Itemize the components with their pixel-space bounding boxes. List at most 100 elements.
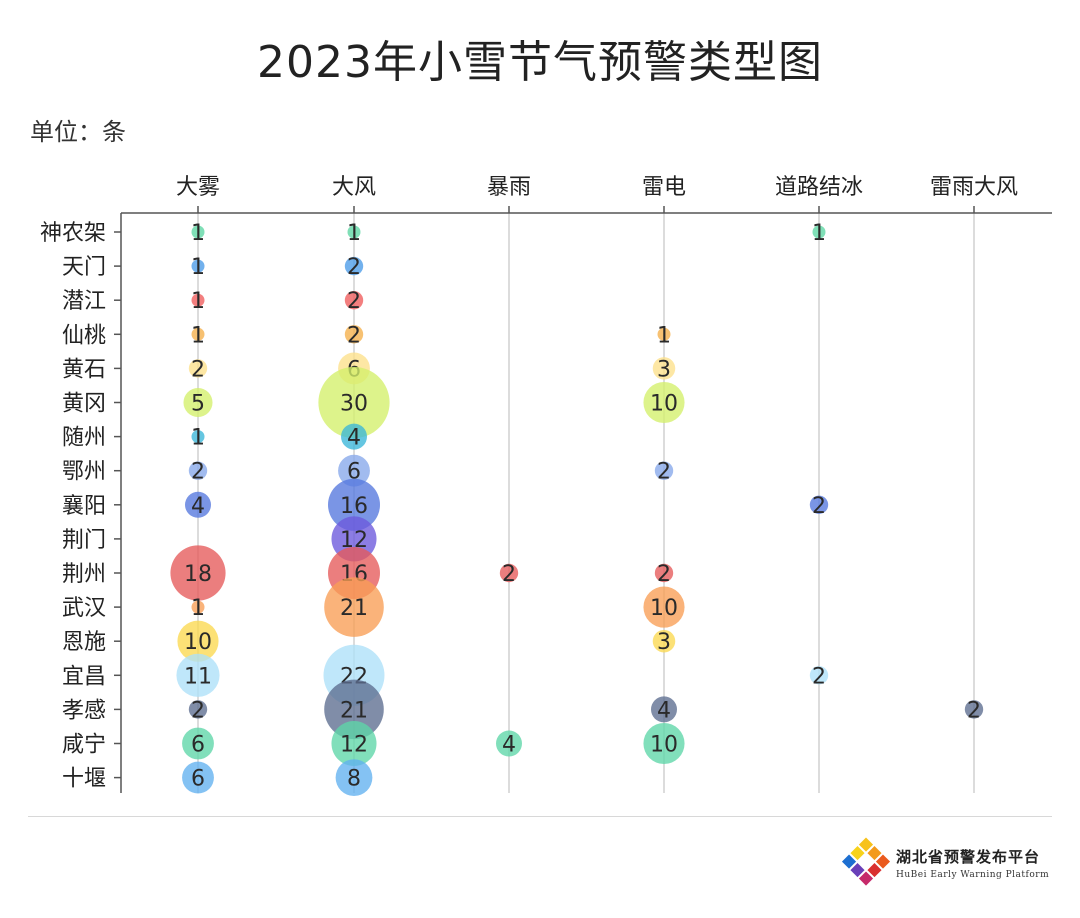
data-label: 3 xyxy=(657,630,671,655)
data-label: 2 xyxy=(191,460,205,485)
data-label: 5 xyxy=(191,392,205,417)
data-label: 1 xyxy=(191,323,205,348)
bubble xyxy=(341,423,367,450)
data-label: 30 xyxy=(340,392,368,417)
bubble xyxy=(652,357,676,380)
y-tick-label: 神农架 xyxy=(40,221,106,246)
brand-name-cn: 湖北省预警发布平台 xyxy=(896,848,1041,866)
data-label: 10 xyxy=(650,733,678,758)
data-label: 4 xyxy=(347,426,361,451)
bubble xyxy=(177,620,219,662)
data-label: 2 xyxy=(347,255,361,280)
data-label: 1 xyxy=(191,596,205,621)
data-label: 1 xyxy=(191,426,205,451)
bubble xyxy=(643,722,685,765)
bubble xyxy=(176,653,220,697)
bubble xyxy=(651,696,677,723)
bubble xyxy=(812,225,826,239)
bubble xyxy=(191,430,205,444)
bubble xyxy=(654,461,674,480)
data-label: 6 xyxy=(347,460,361,485)
footer-divider xyxy=(28,816,1052,817)
data-label: 2 xyxy=(812,664,826,689)
data-label: 6 xyxy=(191,767,205,792)
bubble xyxy=(338,454,370,487)
bubble xyxy=(182,761,214,794)
bubble xyxy=(496,730,522,757)
y-tick-label: 天门 xyxy=(62,255,106,280)
bubble xyxy=(182,727,214,760)
y-tick-label: 潜江 xyxy=(62,289,106,314)
bubble xyxy=(809,666,829,685)
brand-block: 湖北省预警发布平台 HuBei Early Warning Platform xyxy=(896,846,1049,880)
y-tick-label: 咸宁 xyxy=(62,733,106,758)
brand-name-en: HuBei Early Warning Platform xyxy=(896,870,1050,880)
x-tick-label: 大风 xyxy=(332,175,376,200)
y-tick-label: 黄石 xyxy=(62,357,106,382)
data-label: 2 xyxy=(812,494,826,519)
y-tick-label: 荆门 xyxy=(62,528,106,553)
y-tick-label: 孝感 xyxy=(62,698,106,723)
y-tick-label: 荆州 xyxy=(62,562,106,587)
bubble xyxy=(183,387,213,418)
data-label: 1 xyxy=(191,289,205,314)
y-tick-label: 鄂州 xyxy=(62,460,106,485)
bubble xyxy=(331,720,377,767)
y-tick-label: 十堰 xyxy=(62,767,106,792)
bubble xyxy=(188,461,208,480)
data-label: 2 xyxy=(347,323,361,348)
bubble xyxy=(643,586,685,628)
bubble xyxy=(643,381,685,424)
data-label: 4 xyxy=(657,698,671,723)
bubble xyxy=(185,491,211,518)
x-tick-label: 大雾 xyxy=(176,175,220,200)
y-tick-label: 宜昌 xyxy=(62,664,106,689)
data-label: 1 xyxy=(812,221,826,246)
x-tick-label: 雷电 xyxy=(642,175,686,200)
bubble xyxy=(344,256,364,276)
y-tick-label: 武汉 xyxy=(62,596,106,621)
data-label: 3 xyxy=(657,357,671,382)
bubble xyxy=(652,629,676,653)
y-tick-label: 恩施 xyxy=(62,630,106,655)
data-label: 18 xyxy=(184,562,212,587)
bubble xyxy=(335,759,373,796)
bubble xyxy=(188,700,208,719)
platform-logo-icon xyxy=(841,837,891,886)
bubble xyxy=(328,478,380,531)
bubble xyxy=(170,545,226,601)
data-label: 6 xyxy=(191,733,205,758)
bubble xyxy=(964,700,984,719)
bubble xyxy=(318,366,390,439)
bubble xyxy=(499,563,519,583)
bubble xyxy=(347,225,361,239)
data-label: 1 xyxy=(191,221,205,246)
data-label: 16 xyxy=(340,494,368,519)
data-label: 2 xyxy=(191,698,205,723)
y-tick-label: 随州 xyxy=(62,426,106,451)
bubble xyxy=(191,259,205,273)
data-label: 1 xyxy=(657,323,671,348)
data-label: 2 xyxy=(502,562,516,587)
data-label: 2 xyxy=(967,698,981,723)
x-tick-label: 道路结冰 xyxy=(775,175,863,200)
data-label: 10 xyxy=(184,630,212,655)
bubble xyxy=(654,563,674,583)
x-tick-label: 雷雨大风 xyxy=(930,175,1018,200)
bubble xyxy=(191,225,205,239)
y-tick-label: 襄阳 xyxy=(62,494,106,519)
data-label: 1 xyxy=(347,221,361,246)
x-tick-label: 暴雨 xyxy=(487,175,531,200)
unit-label: 单位：条 xyxy=(30,118,126,146)
bubble xyxy=(191,327,205,341)
data-label: 11 xyxy=(184,664,212,689)
data-label: 8 xyxy=(347,767,361,792)
data-label: 10 xyxy=(650,392,678,417)
data-label: 2 xyxy=(657,460,671,485)
bubble xyxy=(809,495,829,514)
y-tick-label: 仙桃 xyxy=(62,323,106,348)
data-label: 12 xyxy=(340,733,368,758)
y-tick-label: 黄冈 xyxy=(62,392,106,417)
bubble xyxy=(344,325,364,344)
